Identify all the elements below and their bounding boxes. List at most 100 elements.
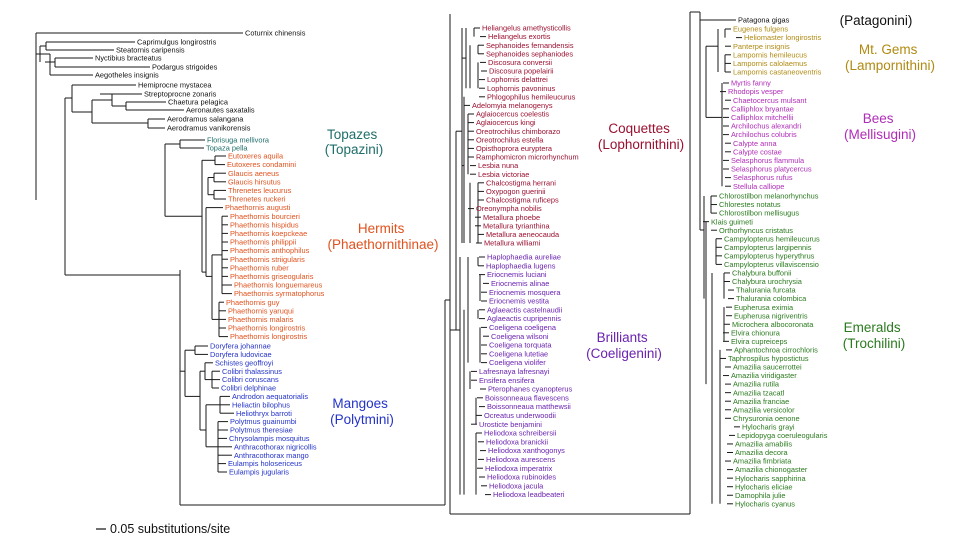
taxon-label: Phaethornis yaruqui <box>228 306 294 315</box>
taxon-label: Oreotrochilus chimborazo <box>476 127 560 136</box>
taxon-label: Taphrospilus hypostictus <box>728 354 809 363</box>
taxon-label: Phaethornis anthophilus <box>230 246 310 255</box>
taxon-label: Oreonympha nobilis <box>476 204 542 213</box>
taxon-label: Aglaiocercus kingi <box>476 118 536 127</box>
clade-tribe: (Polytmini) <box>330 412 394 427</box>
taxon-label: Chlorestes notatus <box>719 200 781 209</box>
taxon-label: Ocreatus underwoodii <box>484 411 556 420</box>
taxon-label: Hylocharis cyanus <box>735 499 795 508</box>
taxon-label: Selasphorus rufus <box>733 173 793 182</box>
taxon-label: Doryfera ludovicae <box>210 350 272 359</box>
taxon-label: Oxypogon guerinii <box>486 187 546 196</box>
taxon-label: Heliodoxa leadbeateri <box>493 490 565 499</box>
taxon-label: Opisthoprora euryptera <box>476 144 553 153</box>
clade-label-mtgems: Mt. Gems (Lampornithini) <box>845 42 935 73</box>
clade-name: (Patagonini) <box>840 13 913 28</box>
taxon-label: Phaethornis guy <box>226 298 280 307</box>
taxon-label: Aglaeactis castelnaudii <box>487 305 563 314</box>
taxon-label: Metallura williami <box>484 239 541 248</box>
taxon-label: Caprimulgus longirostris <box>137 38 217 47</box>
taxon-label: Phaethornis philippii <box>230 238 297 247</box>
clade-tribe: (Mellisugini) <box>844 127 916 142</box>
taxon-label: Amazilia fimbriata <box>733 457 792 466</box>
clade-name: Mt. Gems <box>859 42 918 57</box>
taxon-label: Phaethornis augusti <box>225 203 291 212</box>
taxon-label: Heliothryx barroti <box>236 409 292 418</box>
taxon-label: Coeligena coeligena <box>489 323 557 332</box>
taxon-label: Campylopterus villaviscensio <box>724 260 819 269</box>
clade-tribe: (Lampornithini) <box>845 58 935 73</box>
taxon-label: Campylopterus hyperythrus <box>724 251 815 260</box>
taxon-label: Lafresnaya lafresnayi <box>479 367 550 376</box>
taxon-label: Boissonneaua flavescens <box>485 393 569 402</box>
taxon-label: Amazilia franciae <box>733 397 789 406</box>
taxon-label: Campylopterus largipennis <box>724 243 812 252</box>
taxon-label: Pterophanes cyanopterus <box>488 385 573 394</box>
taxon-label: Phaethornis striigularis <box>230 255 305 264</box>
taxon-label: Amazilia chionogaster <box>735 465 808 474</box>
taxon-label: Calypte anna <box>733 139 777 148</box>
taxon-label: Heliodoxa rubinoides <box>487 473 556 482</box>
taxon-label: Haplophaedia aureliae <box>487 253 561 262</box>
taxon-label: Microchera albocoronata <box>732 320 814 329</box>
taxon-label: Archilochus alexandri <box>731 122 802 131</box>
taxon-label: Eriocnemis luciani <box>487 270 547 279</box>
taxon-label: Schistes geoffroyi <box>215 358 274 367</box>
clade-label-emeralds: Emeralds (Trochilini) <box>843 320 906 351</box>
taxon-label: Phaethornis bourcieri <box>230 212 300 221</box>
taxon-label: Lampornis calolaemus <box>733 59 807 68</box>
taxon-label: Polytmus guainumbi <box>230 417 297 426</box>
taxon-label: Phaethornis hispidus <box>230 220 299 229</box>
taxon-label: Lepidopyga coeruleogularis <box>737 431 828 440</box>
taxon-label: Chaetocercus mulsant <box>733 96 807 105</box>
taxon-label: Chalcostigma herrani <box>486 178 556 187</box>
taxon-label: Orthorhyncus cristatus <box>719 226 793 235</box>
taxon-label: Colibri thalassinus <box>222 367 282 376</box>
tree-branches <box>35 11 742 515</box>
taxon-label: Streptoprocne zonaris <box>144 90 217 99</box>
taxon-label: Urosticte benjamini <box>479 420 542 429</box>
taxon-label: Amazilia decora <box>735 448 788 457</box>
taxon-label: Heliodoxa xanthogonys <box>488 446 565 455</box>
clade-name: Coquettes <box>608 121 670 136</box>
taxon-label: Eutoxeres condamini <box>227 160 296 169</box>
clade-name: Hermits <box>358 221 405 236</box>
taxon-label: Amazilia saucerrottei <box>733 363 802 372</box>
taxon-label: Heliodoxa schreibersii <box>484 429 557 438</box>
taxon-label: Metallura phoebe <box>483 213 540 222</box>
clade-label-brilliants: Brilliants (Coeligenini) <box>586 330 662 361</box>
taxon-label: Calliphlox mitchellii <box>731 113 794 122</box>
taxon-label: Eriocnemis vestita <box>489 297 550 306</box>
taxon-label: Klais guimeti <box>711 217 753 226</box>
taxon-label: Heliodoxa branickii <box>486 437 548 446</box>
taxon-label: Lampornis hemileucus <box>733 50 807 59</box>
taxon-label: Coeligena violifer <box>489 358 546 367</box>
clade-tribe: (Trochilini) <box>843 336 906 351</box>
taxon-label: Patagona gigas <box>738 16 790 25</box>
taxon-label: Coeligena wilsoni <box>491 332 549 341</box>
clade-name: Emeralds <box>844 320 901 335</box>
taxon-label: Sephanoides sephaniodes <box>486 49 573 58</box>
taxon-label: Archilochus colubris <box>731 130 797 139</box>
taxon-label: Phaethornis koepckeae <box>230 229 307 238</box>
taxon-label: Eulampis holosericeus <box>228 459 302 468</box>
taxon-label: Lophornis delattrei <box>487 75 548 84</box>
taxon-label: Aeronautes saxatalis <box>186 106 255 115</box>
taxon-label: Elvira cupreiceps <box>731 337 788 346</box>
taxon-label: Eriocnemis mosquera <box>489 288 561 297</box>
taxon-label: Chalcostigma ruficeps <box>486 196 559 205</box>
taxon-label: Heliomaster longirostris <box>744 33 822 42</box>
taxon-label: Chaetura pelagica <box>168 98 229 107</box>
taxon-label: Androdon aequatorialis <box>232 392 308 401</box>
taxon-label: Heliangelus exortis <box>488 32 551 41</box>
clade-label-patagonini: (Patagonini) <box>840 13 913 28</box>
taxon-label: Threnetes leucurus <box>228 186 292 195</box>
taxon-label: Phaethornis ruber <box>230 263 289 272</box>
clade-name: Bees <box>863 111 894 126</box>
taxon-label: Calypte costae <box>733 147 782 156</box>
taxon-label: Phaethornis syrmatophorus <box>234 289 325 298</box>
taxon-label: Amazilia amabilis <box>735 440 792 449</box>
taxon-label: Heliodoxa aurescens <box>486 455 555 464</box>
taxon-label: Podargus strigoides <box>152 63 218 72</box>
taxon-label: Colibri delphinae <box>221 384 276 393</box>
